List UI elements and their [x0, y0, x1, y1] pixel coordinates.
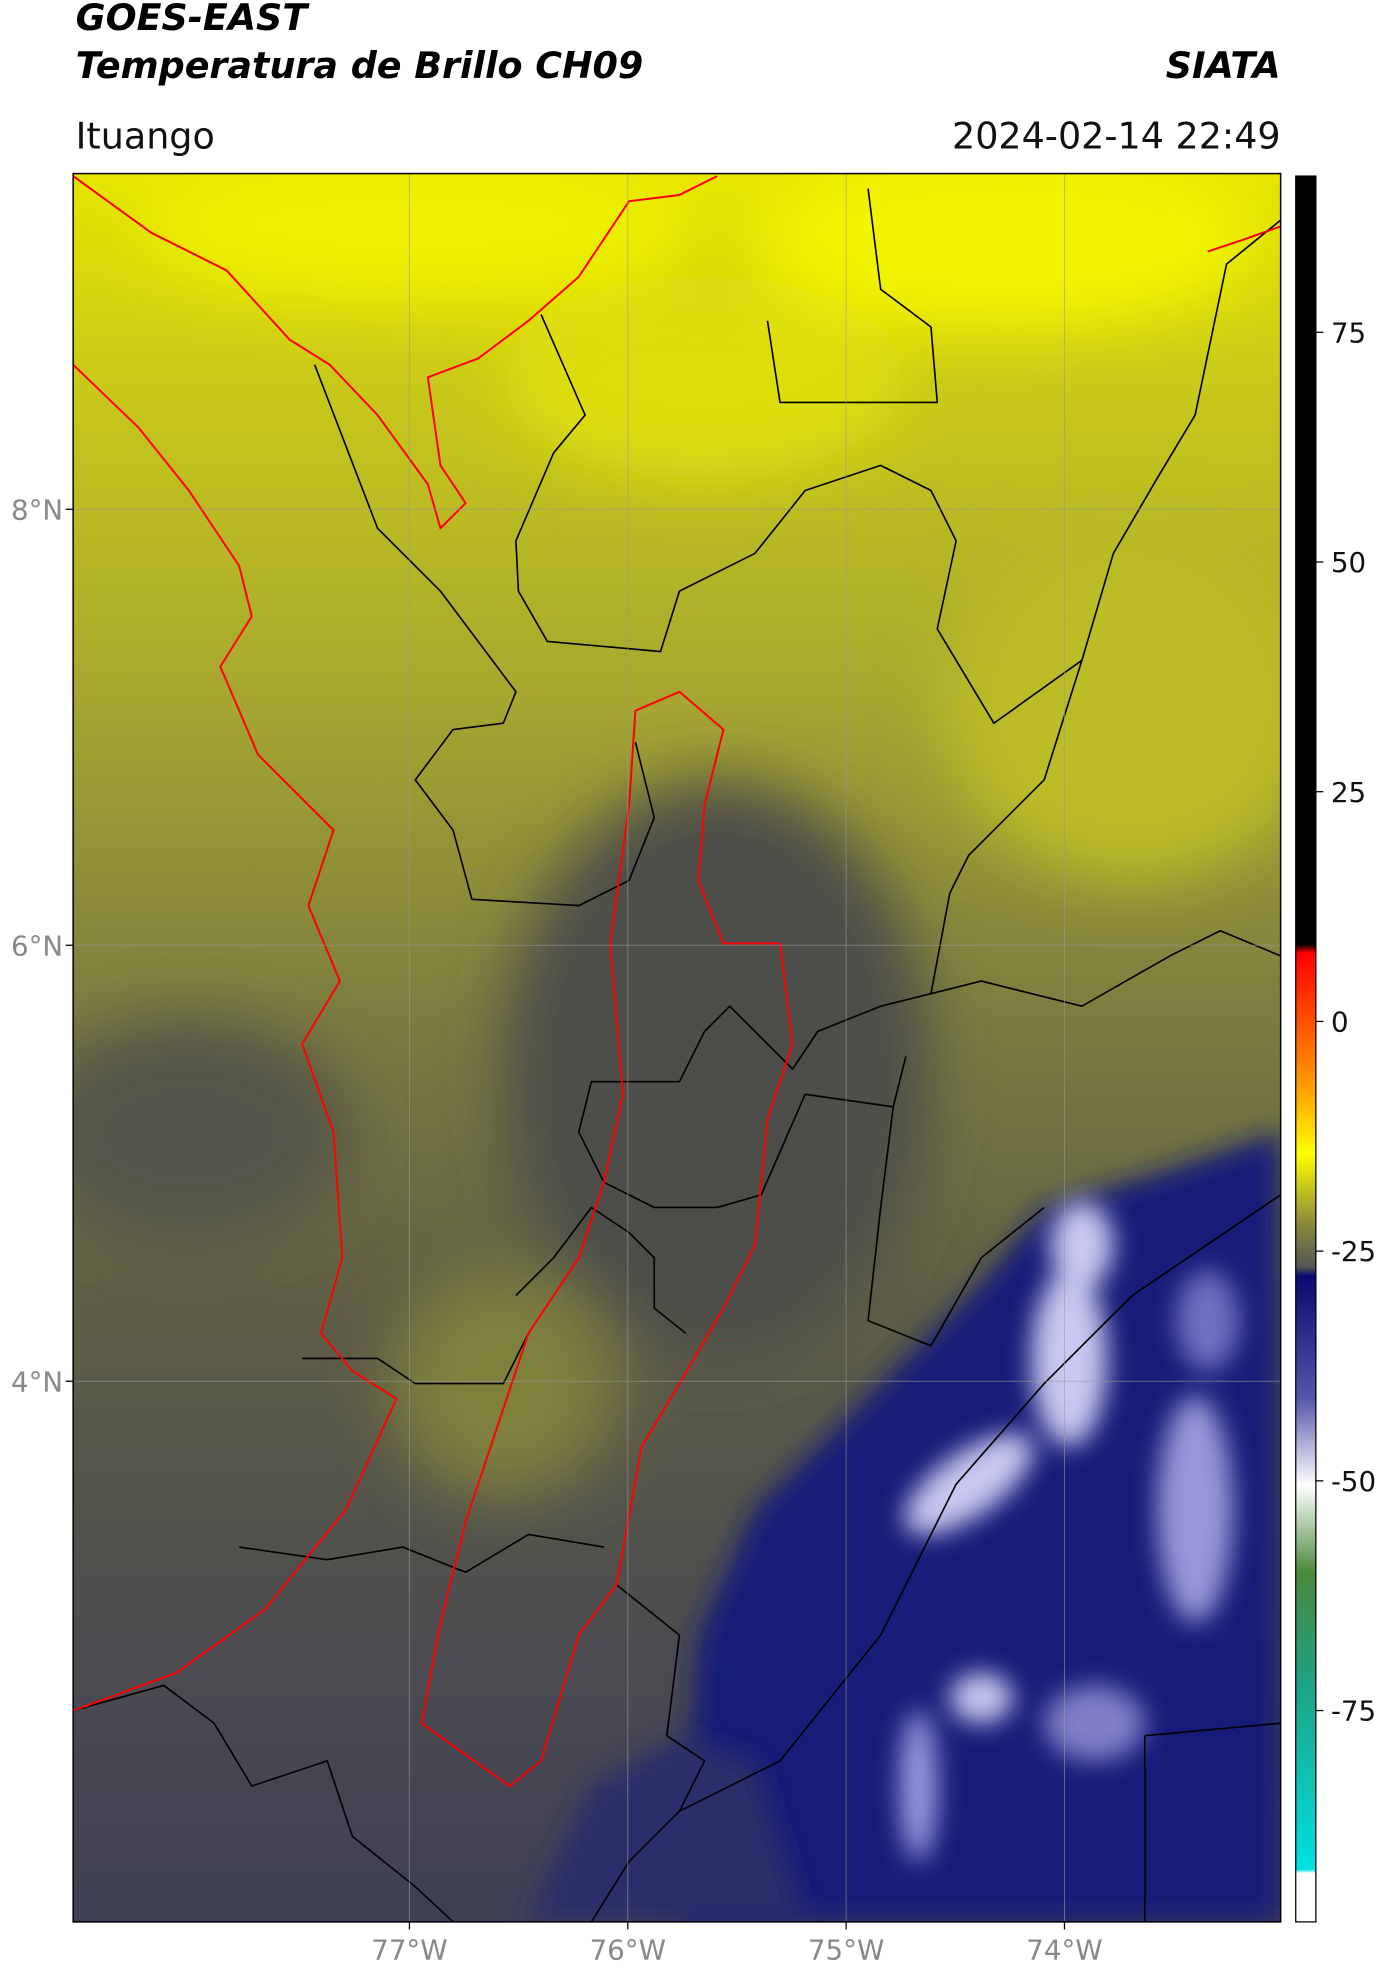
lon-tick-label: 76°W	[590, 1934, 666, 1967]
graticule	[65, 173, 1281, 1930]
subtitle: Temperatura de Brillo CH09	[76, 44, 644, 87]
lat-tick-label: 6°N	[11, 929, 63, 962]
map-frame	[72, 172, 1282, 1923]
colorbar-tick-label: -25	[1331, 1235, 1376, 1268]
colorbar-tick-label: 25	[1331, 776, 1366, 809]
colorbar-tick-label: -50	[1331, 1465, 1376, 1498]
title: GOES-EAST	[76, 0, 311, 39]
lat-tick-label: 4°N	[11, 1365, 63, 1398]
satellite-image	[73, 173, 1281, 1922]
lat-tick-label: 8°N	[11, 493, 63, 526]
location: Ituango	[76, 114, 215, 157]
timestamp: 2024-02-14 22:49	[952, 114, 1281, 157]
colorbar	[1295, 175, 1317, 1923]
lon-tick-label: 74°W	[1026, 1934, 1102, 1967]
brand: SIATA	[1166, 44, 1281, 87]
colorbar-tick-label: 75	[1331, 316, 1366, 349]
lon-tick-label: 77°W	[371, 1934, 447, 1967]
colorbar-tick-label: -75	[1331, 1695, 1376, 1728]
colorbar-tick-label: 0	[1331, 1005, 1349, 1038]
colorbar-tick-label: 50	[1331, 546, 1366, 579]
lon-tick-label: 75°W	[808, 1934, 884, 1967]
